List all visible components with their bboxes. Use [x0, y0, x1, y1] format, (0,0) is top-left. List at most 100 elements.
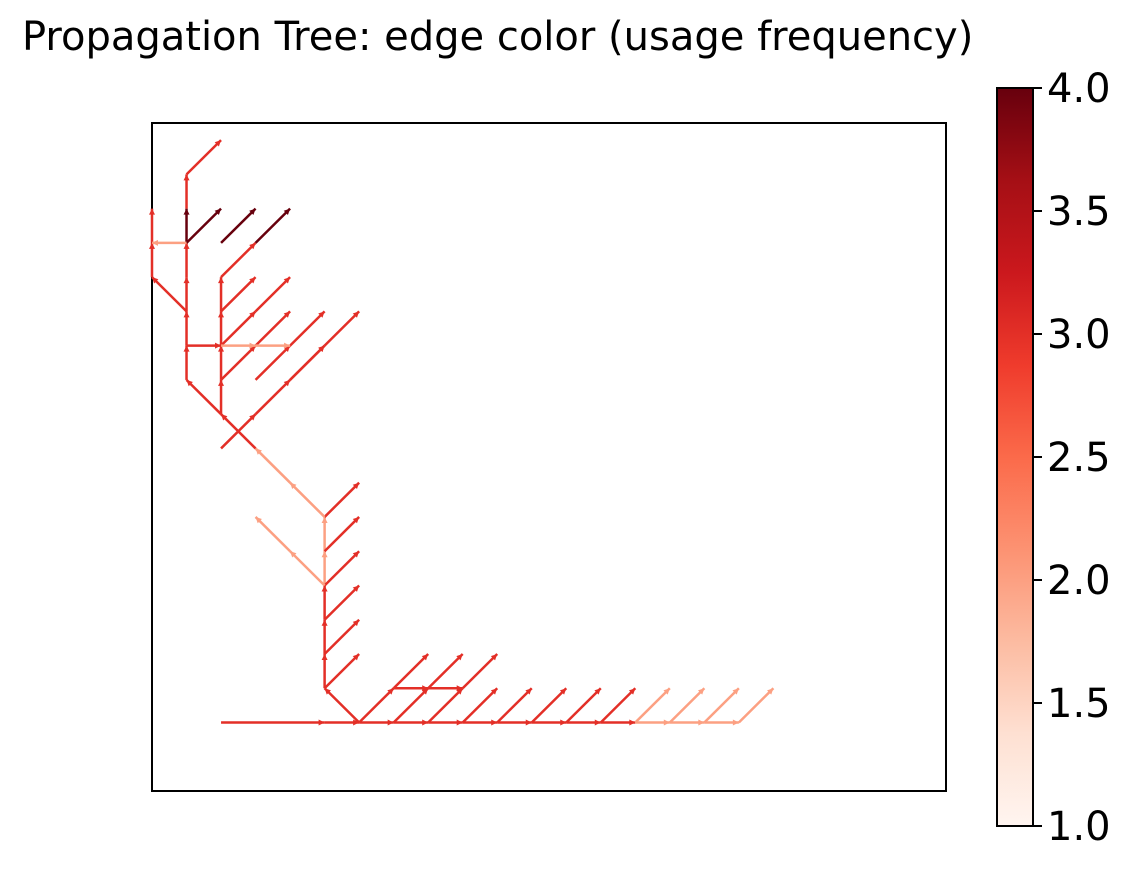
edge-arrowhead-69 — [283, 311, 291, 318]
edge-arrowhead-19 — [594, 688, 601, 695]
edge-arrowhead-79 — [249, 342, 256, 349]
edge-arrowhead-9 — [629, 719, 636, 726]
edge-arrowhead-46 — [221, 414, 228, 421]
edge-arrowhead-49 — [283, 379, 291, 387]
edge-arrowhead-55 — [183, 277, 190, 284]
edge-arrowhead-8 — [594, 719, 601, 726]
edge-38 — [323, 584, 361, 621]
edge-arrowhead-77 — [218, 277, 225, 284]
edge-24 — [737, 687, 775, 724]
edge-arrowhead-64 — [283, 208, 291, 215]
edge-45 — [254, 447, 291, 484]
edge-30 — [323, 687, 361, 724]
edge-arrowhead-62 — [214, 140, 222, 147]
edge-arrowhead-61 — [183, 174, 190, 181]
edge-arrowhead-26 — [456, 685, 463, 692]
edge-arrowhead-32 — [321, 619, 328, 626]
edge-arrowhead-20 — [628, 688, 636, 695]
edge-15 — [427, 687, 464, 724]
edge-arrowhead-16 — [490, 688, 498, 695]
colorbar-tick-label-6: 4.0 — [1047, 66, 1111, 112]
edge-43 — [254, 516, 291, 553]
edge-arrowhead-21 — [663, 688, 670, 695]
edge-arrowhead-12 — [732, 719, 739, 726]
edge-arrowhead-29 — [490, 653, 498, 661]
edge-29 — [461, 653, 499, 690]
edge-49 — [254, 379, 291, 416]
edge-19 — [565, 687, 602, 724]
edge-20 — [599, 687, 637, 724]
edge-arrowhead-6 — [525, 719, 532, 726]
edge-72 — [254, 344, 291, 381]
edge-arrowhead-52 — [183, 345, 190, 352]
edge-arrowhead-34 — [321, 551, 328, 558]
edge-37 — [323, 618, 361, 655]
edge-arrowhead-4 — [456, 719, 463, 726]
edge-arrowhead-59 — [214, 208, 222, 215]
edge-arrowhead-40 — [352, 516, 360, 524]
edge-28 — [427, 653, 464, 690]
edge-42 — [289, 550, 326, 587]
edge-arrowhead-37 — [352, 619, 360, 627]
edge-arrowhead-7 — [560, 719, 567, 726]
edge-arrowhead-18 — [559, 688, 567, 695]
edge-arrowhead-28 — [456, 653, 463, 661]
edge-arrowhead-23 — [732, 688, 739, 695]
edge-54 — [151, 276, 188, 313]
edge-arrowhead-66 — [249, 277, 256, 284]
edge-arrowhead-56 — [183, 242, 190, 249]
edge-22 — [668, 687, 706, 724]
colorbar-tick-label-3: 2.5 — [1047, 435, 1111, 481]
edge-36 — [323, 653, 361, 690]
edge-71 — [220, 344, 257, 381]
edge-68 — [220, 310, 257, 347]
edge-arrowhead-75 — [218, 345, 225, 352]
edge-arrowhead-42 — [290, 551, 297, 558]
edge-arrowhead-5 — [491, 719, 498, 726]
edge-arrowhead-30 — [324, 688, 331, 695]
edge-arrowhead-74 — [218, 379, 225, 386]
edges-layer — [149, 139, 775, 726]
edge-arrowhead-3 — [422, 719, 429, 726]
edge-arrowhead-47 — [186, 379, 193, 387]
edge-arrowhead-41 — [352, 482, 360, 490]
edge-arrowhead-57 — [149, 242, 155, 249]
edge-arrowhead-27 — [421, 653, 429, 661]
edge-arrowhead-63 — [249, 208, 256, 215]
edge-23 — [703, 687, 740, 724]
edge-16 — [461, 687, 499, 724]
edge-arrowhead-24 — [767, 688, 774, 695]
edge-arrowhead-35 — [321, 516, 328, 523]
edge-arrowhead-53 — [183, 311, 190, 318]
edge-39 — [323, 550, 361, 587]
colorbar-ticks: 1.0 1.5 2.0 2.5 3.0 3.5 4.0 — [1033, 66, 1111, 850]
edge-arrowhead-17 — [525, 688, 532, 695]
edge-17 — [496, 687, 533, 724]
edge-arrowhead-25 — [422, 685, 429, 692]
edge-arrowhead-67 — [283, 277, 291, 284]
colorbar — [996, 87, 1034, 827]
edge-65 — [220, 242, 257, 279]
edge-arrowhead-36 — [352, 653, 360, 661]
edge-arrowhead-22 — [697, 688, 705, 695]
edge-70 — [289, 310, 326, 347]
edge-arrowhead-80 — [284, 342, 291, 349]
edge-18 — [530, 687, 568, 724]
edge-27 — [392, 653, 430, 690]
edge-arrowhead-78 — [215, 342, 222, 349]
colorbar-tick-label-4: 3.0 — [1047, 312, 1111, 358]
edge-arrowhead-68 — [249, 311, 256, 318]
edge-13 — [358, 687, 395, 724]
chart-title: Propagation Tree: edge color (usage freq… — [22, 14, 974, 60]
edge-arrowhead-11 — [698, 719, 705, 726]
edge-arrowhead-73 — [318, 345, 325, 353]
edge-arrowhead-60 — [183, 208, 190, 215]
edge-arrowhead-45 — [255, 448, 262, 455]
edge-arrowhead-10 — [663, 719, 670, 726]
edge-21 — [634, 687, 671, 724]
edge-64 — [254, 207, 291, 244]
edge-arrowhead-48 — [249, 414, 256, 421]
plot-area-frame — [151, 122, 947, 792]
edge-arrowhead-44 — [290, 482, 297, 490]
